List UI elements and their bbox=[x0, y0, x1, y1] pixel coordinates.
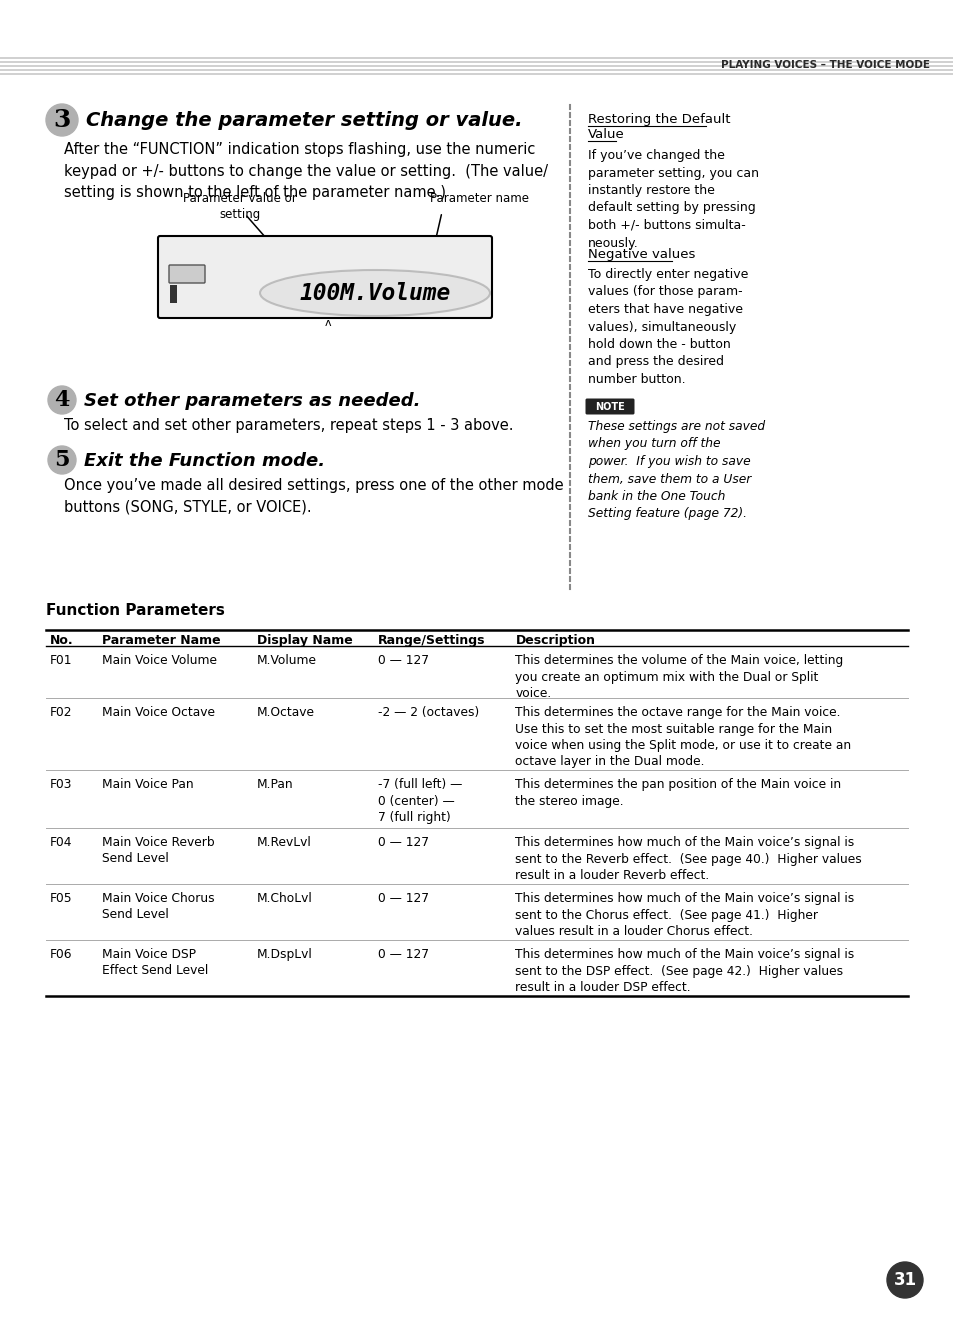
Text: F02: F02 bbox=[50, 706, 72, 720]
Circle shape bbox=[46, 104, 78, 136]
Text: This determines how much of the Main voice’s signal is
sent to the DSP effect.  : This determines how much of the Main voi… bbox=[515, 948, 854, 994]
Text: Negative values: Negative values bbox=[587, 248, 695, 261]
Text: Main Voice Chorus
Send Level: Main Voice Chorus Send Level bbox=[102, 892, 214, 921]
Text: Description: Description bbox=[515, 634, 595, 647]
Text: F06: F06 bbox=[50, 948, 72, 961]
Circle shape bbox=[886, 1263, 923, 1298]
Text: 100M.Volume: 100M.Volume bbox=[299, 282, 450, 306]
Text: M.RevLvl: M.RevLvl bbox=[256, 836, 312, 849]
Text: This determines the octave range for the Main voice.
Use this to set the most su: This determines the octave range for the… bbox=[515, 706, 851, 768]
Text: -2 — 2 (octaves): -2 — 2 (octaves) bbox=[377, 706, 478, 720]
Text: To directly enter negative
values (for those param-
eters that have negative
val: To directly enter negative values (for t… bbox=[587, 268, 747, 386]
Text: -7 (full left) —
0 (center) —
7 (full right): -7 (full left) — 0 (center) — 7 (full ri… bbox=[377, 778, 461, 824]
Text: 0 — 127: 0 — 127 bbox=[377, 892, 428, 905]
Text: F05: F05 bbox=[50, 892, 72, 905]
Ellipse shape bbox=[260, 270, 490, 316]
Text: 0 — 127: 0 — 127 bbox=[377, 836, 428, 849]
Text: Main Voice Reverb
Send Level: Main Voice Reverb Send Level bbox=[102, 836, 214, 866]
Text: Value: Value bbox=[587, 128, 624, 141]
Text: No.: No. bbox=[50, 634, 73, 647]
Bar bbox=[170, 285, 177, 303]
Text: Main Voice Octave: Main Voice Octave bbox=[102, 706, 214, 720]
Text: PLAYING VOICES – THE VOICE MODE: PLAYING VOICES – THE VOICE MODE bbox=[720, 61, 929, 70]
Text: To select and set other parameters, repeat steps 1 - 3 above.: To select and set other parameters, repe… bbox=[64, 418, 513, 434]
Text: M.DspLvl: M.DspLvl bbox=[256, 948, 313, 961]
Text: F03: F03 bbox=[50, 778, 72, 791]
Text: After the “FUNCTION” indication stops flashing, use the numeric
keypad or +/- bu: After the “FUNCTION” indication stops fl… bbox=[64, 142, 547, 200]
Text: M.ChoLvl: M.ChoLvl bbox=[256, 892, 313, 905]
FancyBboxPatch shape bbox=[158, 236, 492, 318]
Text: Once you’ve made all desired settings, press one of the other mode
buttons (SONG: Once you’ve made all desired settings, p… bbox=[64, 478, 563, 514]
Text: Main Voice Volume: Main Voice Volume bbox=[102, 654, 216, 667]
Text: Main Voice Pan: Main Voice Pan bbox=[102, 778, 193, 791]
Text: 3: 3 bbox=[53, 108, 71, 132]
Text: Range/Settings: Range/Settings bbox=[377, 634, 484, 647]
Text: 0 — 127: 0 — 127 bbox=[377, 654, 428, 667]
Circle shape bbox=[48, 445, 76, 474]
Circle shape bbox=[48, 386, 76, 414]
Text: Exit the Function mode.: Exit the Function mode. bbox=[84, 452, 325, 471]
Text: Function Parameters: Function Parameters bbox=[46, 604, 225, 618]
Text: 5: 5 bbox=[54, 449, 70, 471]
Text: This determines the volume of the Main voice, letting
you create an optimum mix : This determines the volume of the Main v… bbox=[515, 654, 842, 700]
Text: Change the parameter setting or value.: Change the parameter setting or value. bbox=[86, 112, 522, 130]
Text: Set other parameters as needed.: Set other parameters as needed. bbox=[84, 391, 420, 410]
Text: 31: 31 bbox=[893, 1271, 916, 1289]
Text: Parameter name: Parameter name bbox=[430, 192, 529, 206]
Text: Display Name: Display Name bbox=[256, 634, 353, 647]
FancyBboxPatch shape bbox=[585, 398, 634, 414]
Text: This determines how much of the Main voice’s signal is
sent to the Reverb effect: This determines how much of the Main voi… bbox=[515, 836, 862, 882]
Text: F01: F01 bbox=[50, 654, 72, 667]
FancyBboxPatch shape bbox=[169, 265, 205, 283]
Text: Main Voice DSP
Effect Send Level: Main Voice DSP Effect Send Level bbox=[102, 948, 208, 978]
Text: M.Volume: M.Volume bbox=[256, 654, 316, 667]
Text: Parameter Name: Parameter Name bbox=[102, 634, 220, 647]
Text: NOTE: NOTE bbox=[595, 402, 624, 411]
Text: These settings are not saved
when you turn off the
power.  If you wish to save
t: These settings are not saved when you tu… bbox=[587, 420, 764, 521]
Text: Restoring the Default: Restoring the Default bbox=[587, 113, 730, 127]
Text: 0 — 127: 0 — 127 bbox=[377, 948, 428, 961]
Text: This determines how much of the Main voice’s signal is
sent to the Chorus effect: This determines how much of the Main voi… bbox=[515, 892, 854, 938]
Text: 4: 4 bbox=[54, 389, 70, 411]
Text: M.Pan: M.Pan bbox=[256, 778, 294, 791]
Text: This determines the pan position of the Main voice in
the stereo image.: This determines the pan position of the … bbox=[515, 778, 841, 808]
Text: If you’ve changed the
parameter setting, you can
instantly restore the
default s: If you’ve changed the parameter setting,… bbox=[587, 149, 759, 249]
Text: Parameter value or
setting: Parameter value or setting bbox=[183, 192, 296, 221]
Text: ʌ: ʌ bbox=[324, 318, 331, 328]
Text: F04: F04 bbox=[50, 836, 72, 849]
Text: M.Octave: M.Octave bbox=[256, 706, 314, 720]
